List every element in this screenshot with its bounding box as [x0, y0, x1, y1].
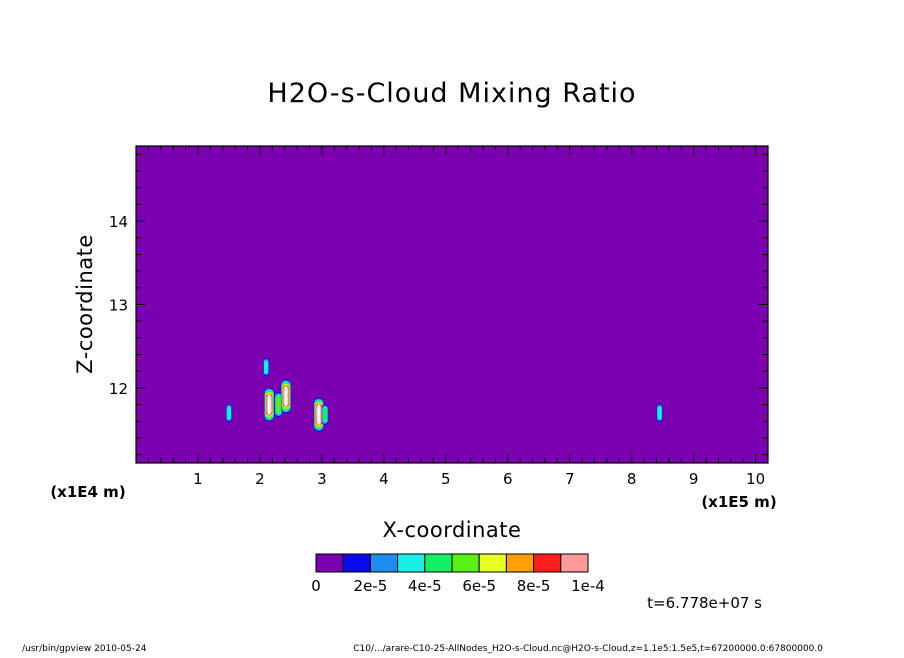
colorbar-swatch: [369, 553, 399, 573]
cloud-feature-core: [267, 394, 271, 415]
x-axis-unit: (x1E5 m): [701, 493, 776, 511]
plot-area: [136, 146, 768, 463]
y-tick-label: 14: [109, 213, 128, 231]
colorbar-swatch: [533, 553, 562, 573]
colorbar-swatch: [342, 553, 371, 573]
cloud-feature: [226, 406, 232, 420]
field-background: [136, 146, 768, 463]
x-tick-label: 7: [565, 470, 575, 488]
colorbar-swatch: [478, 553, 507, 573]
colorbar-swatch: [560, 553, 589, 573]
colorbar-swatch: [397, 553, 426, 573]
footer-left: /usr/bin/gpview 2010-05-24: [22, 644, 147, 654]
x-tick-label: 3: [317, 470, 327, 488]
x-tick-label: 10: [746, 470, 765, 488]
colorbar-tick-label: 1e-4: [571, 577, 605, 595]
x-tick-label: 8: [627, 470, 637, 488]
x-tick-label: 2: [255, 470, 265, 488]
colorbar-tick-label: 8e-5: [517, 577, 551, 595]
cloud-features: [226, 357, 663, 432]
colorbar-swatch: [451, 553, 480, 573]
cloud-feature: [322, 407, 328, 422]
x-tick-label: 9: [689, 470, 699, 488]
x-tick-label: 4: [379, 470, 389, 488]
plot-frame: [135, 145, 769, 464]
colorbar: [315, 553, 589, 573]
x-axis-ticks: 1 2 3 4 5 6 7 8 9 10: [193, 470, 765, 488]
x-axis-label: X-coordinate: [383, 518, 522, 542]
colorbar-swatch: [424, 553, 453, 573]
y-tick-label: 12: [109, 380, 128, 398]
cloud-feature: [657, 406, 662, 420]
x-tick-label: 5: [441, 470, 451, 488]
colorbar-ticks: 0 2e-5 4e-5 6e-5 8e-5 1e-4: [311, 577, 605, 595]
y-axis-ticks: 12 13 14: [109, 213, 128, 398]
x-tick-label: 1: [193, 470, 203, 488]
colorbar-tick-label: 2e-5: [354, 577, 388, 595]
cloud-feature: [276, 396, 281, 413]
y-axis-unit: (x1E4 m): [50, 483, 125, 501]
colorbar-tick-label: 4e-5: [408, 577, 442, 595]
y-axis-label: Z-coordinate: [73, 234, 97, 374]
time-label: t=6.778e+07 s: [647, 594, 762, 612]
chart-title: H2O-s-Cloud Mixing Ratio: [267, 78, 636, 109]
footer-right: C10/.../arare-C10-25-AllNodes_H2O-s-Clou…: [353, 644, 823, 654]
cloud-feature-core: [284, 386, 288, 407]
colorbar-tick-label: 6e-5: [462, 577, 496, 595]
y-tick-label: 13: [109, 297, 128, 315]
colorbar-swatch: [505, 553, 535, 573]
cloud-feature-core: [317, 404, 321, 425]
colorbar-swatch: [315, 553, 344, 573]
colorbar-tick-label: 0: [311, 577, 321, 595]
cloud-feature: [264, 360, 269, 374]
x-tick-label: 6: [503, 470, 513, 488]
